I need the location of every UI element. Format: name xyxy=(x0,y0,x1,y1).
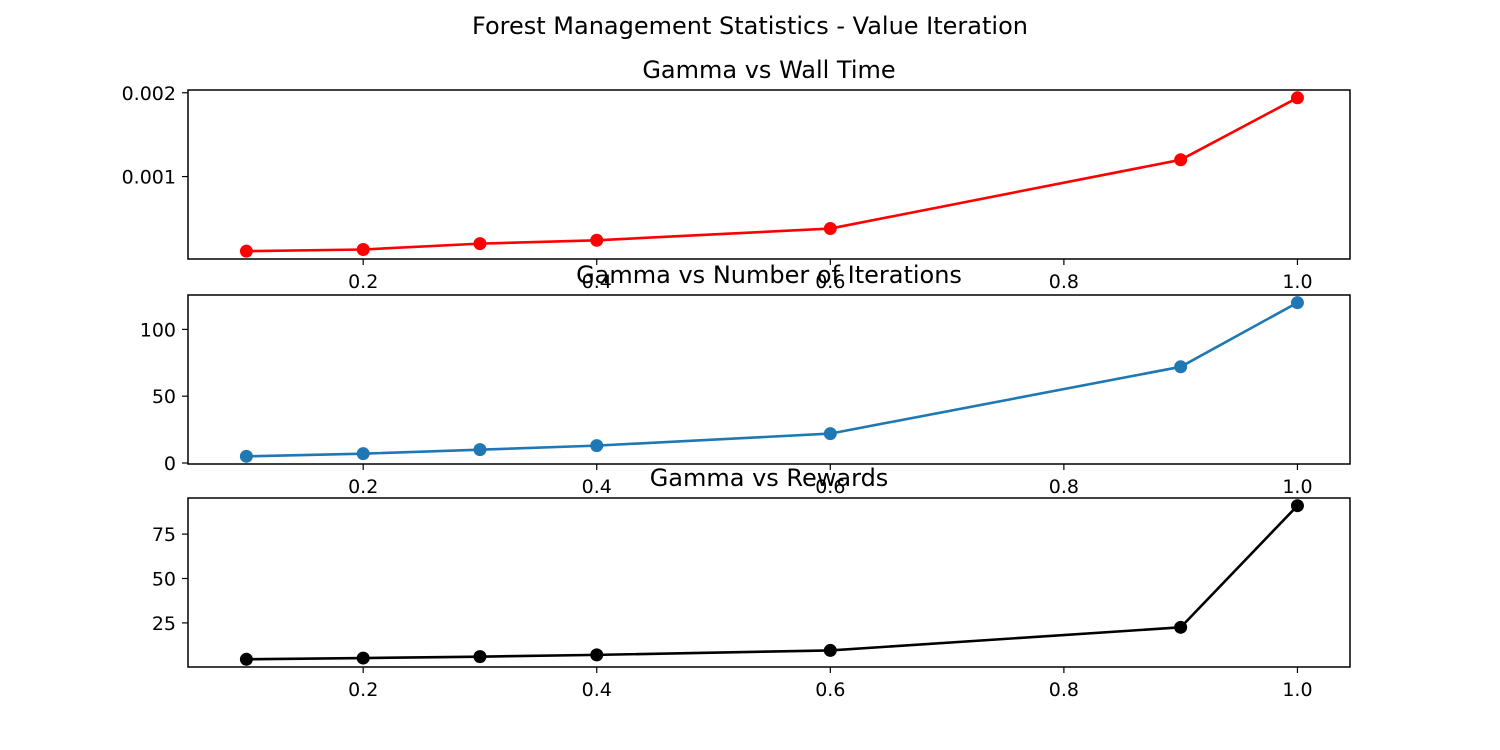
y-tick-label-wall-time: 0.001 xyxy=(122,167,176,189)
x-tick-label-rewards: 0.4 xyxy=(582,679,612,701)
y-tick-label-rewards: 50 xyxy=(152,569,176,591)
data-point-rewards xyxy=(1290,499,1304,513)
data-point-rewards xyxy=(1174,620,1188,634)
data-point-iterations xyxy=(356,447,370,461)
x-tick-label-iterations: 1.0 xyxy=(1282,476,1312,498)
y-tick-label-iterations: 50 xyxy=(152,386,176,408)
data-point-wall-time xyxy=(1174,153,1188,167)
data-point-wall-time xyxy=(473,237,487,251)
data-point-rewards xyxy=(473,650,487,664)
data-point-iterations xyxy=(590,439,604,453)
x-tick-label-rewards: 0.2 xyxy=(348,679,378,701)
data-point-wall-time xyxy=(823,222,837,236)
data-point-rewards xyxy=(239,652,253,666)
subplot-title-iterations: Gamma vs Number of Iterations xyxy=(576,261,962,289)
axes-frame-wall-time xyxy=(187,89,1351,260)
x-tick-label-iterations: 0.2 xyxy=(348,476,378,498)
series-line-rewards xyxy=(246,504,1299,661)
figure-suptitle: Forest Management Statistics - Value Ite… xyxy=(472,12,1028,40)
data-point-rewards xyxy=(823,643,837,657)
data-point-iterations xyxy=(1174,360,1188,374)
data-point-iterations xyxy=(823,427,837,441)
data-point-rewards xyxy=(356,651,370,665)
x-tick-label-rewards: 0.6 xyxy=(815,679,845,701)
x-tick-label-wall-time: 1.0 xyxy=(1282,271,1312,293)
axes-frame-rewards xyxy=(187,497,1351,668)
y-tick-label-rewards: 25 xyxy=(152,613,176,635)
data-point-iterations xyxy=(473,443,487,457)
x-tick-label-wall-time: 0.4 xyxy=(582,271,612,293)
data-point-wall-time xyxy=(239,244,253,258)
x-tick-label-iterations: 0.4 xyxy=(582,476,612,498)
subplot-rewards: Gamma vs Rewards 0.2 0.4 0.6 0.8 1.0 25 50 75 xyxy=(152,464,1351,701)
subplot-title-wall-time: Gamma vs Wall Time xyxy=(642,56,895,84)
x-tick-label-wall-time: 0.2 xyxy=(348,271,378,293)
data-point-iterations xyxy=(1290,296,1304,310)
data-point-wall-time xyxy=(590,233,604,247)
y-tick-label-wall-time: 0.002 xyxy=(122,83,176,105)
data-point-rewards xyxy=(590,648,604,662)
x-tick-label-rewards: 1.0 xyxy=(1282,679,1312,701)
x-tick-label-iterations: 0.8 xyxy=(1049,476,1079,498)
y-tick-label-iterations: 100 xyxy=(140,319,176,341)
x-tick-label-iterations: 0.6 xyxy=(815,476,845,498)
x-tick-label-wall-time: 0.8 xyxy=(1049,271,1079,293)
subplot-title-rewards: Gamma vs Rewards xyxy=(650,464,889,492)
subplot-wall-time: Gamma vs Wall Time 0.2 0.4 0.6 0.8 1.0 0.001 0.… xyxy=(122,56,1351,293)
x-tick-label-rewards: 0.8 xyxy=(1049,679,1079,701)
data-point-iterations xyxy=(239,449,253,463)
y-tick-label-iterations: 0 xyxy=(164,453,176,475)
data-point-wall-time xyxy=(356,242,370,256)
x-tick-label-wall-time: 0.6 xyxy=(815,271,845,293)
subplots: Gamma vs Wall Time 0.2 0.4 0.6 0.8 1.0 0.001 0.… xyxy=(122,56,1351,701)
subplot-iterations: Gamma vs Number of Iterations 0.2 0.4 0.6 0.… xyxy=(140,261,1351,498)
y-tick-label-rewards: 75 xyxy=(152,524,176,546)
axes-frame-iterations xyxy=(187,294,1351,465)
series-line-iterations xyxy=(246,301,1299,458)
series-line-wall-time xyxy=(246,96,1299,253)
data-point-wall-time xyxy=(1290,91,1304,105)
